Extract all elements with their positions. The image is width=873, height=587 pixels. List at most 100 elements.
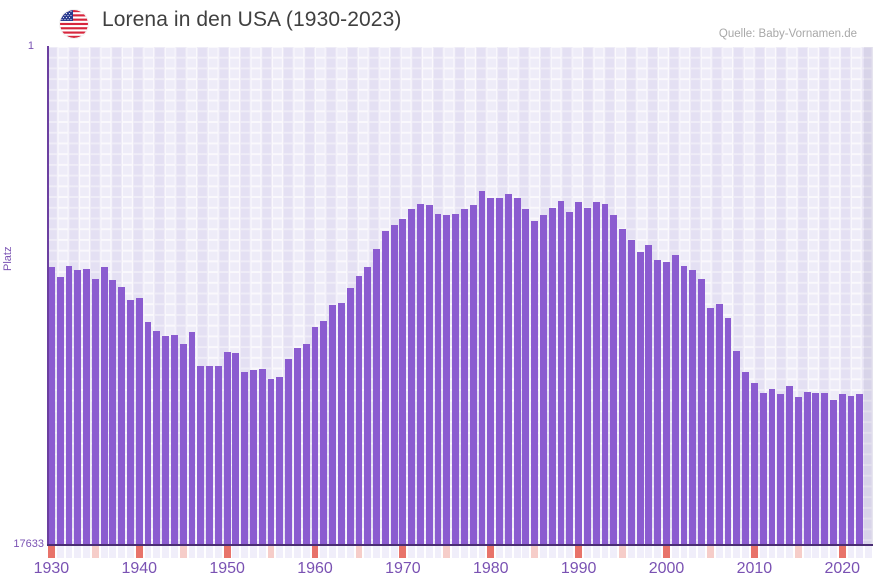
bar[interactable]: [750, 383, 758, 545]
bar[interactable]: [557, 200, 565, 545]
bar[interactable]: [206, 366, 213, 545]
x-tick-marker: [557, 546, 565, 558]
bar[interactable]: [742, 371, 749, 545]
bar[interactable]: [619, 229, 626, 545]
bar[interactable]: [399, 219, 407, 545]
bar[interactable]: [355, 275, 363, 545]
bar[interactable]: [733, 350, 741, 545]
bar[interactable]: [610, 215, 618, 545]
bar[interactable]: [337, 302, 345, 545]
bar[interactable]: [478, 191, 486, 545]
bar[interactable]: [127, 299, 134, 545]
bar[interactable]: [698, 278, 706, 545]
bar[interactable]: [645, 244, 653, 545]
bar[interactable]: [223, 352, 231, 545]
bar[interactable]: [663, 261, 670, 545]
bar[interactable]: [575, 202, 583, 545]
bar[interactable]: [821, 392, 829, 545]
bar[interactable]: [707, 308, 714, 545]
bar[interactable]: [592, 202, 600, 545]
bar[interactable]: [759, 392, 767, 545]
bar[interactable]: [812, 392, 820, 545]
bar[interactable]: [109, 280, 117, 545]
bar[interactable]: [460, 209, 468, 545]
bar[interactable]: [232, 353, 240, 545]
bar[interactable]: [373, 248, 380, 545]
bar[interactable]: [65, 265, 73, 545]
bar[interactable]: [443, 215, 451, 545]
x-tick-marker: [768, 546, 776, 558]
bar[interactable]: [548, 207, 556, 545]
bar[interactable]: [504, 193, 512, 545]
bar[interactable]: [153, 330, 161, 545]
bar[interactable]: [566, 212, 574, 545]
bar[interactable]: [715, 304, 723, 545]
bar[interactable]: [100, 267, 108, 545]
bar[interactable]: [724, 318, 732, 545]
x-tick-marker: [285, 546, 293, 558]
x-tick-marker: [742, 546, 749, 558]
bar[interactable]: [583, 207, 591, 545]
x-tick-marker: [294, 546, 301, 558]
bar[interactable]: [601, 203, 609, 545]
bar[interactable]: [250, 370, 257, 545]
bar[interactable]: [408, 209, 416, 545]
bar[interactable]: [285, 359, 293, 545]
bar[interactable]: [179, 343, 187, 545]
bar[interactable]: [320, 320, 328, 545]
bar[interactable]: [469, 205, 477, 545]
bar[interactable]: [91, 278, 99, 545]
x-tick-marker-half-decade: [531, 546, 539, 558]
bar[interactable]: [417, 203, 424, 545]
x-tick-marker: [522, 546, 530, 558]
bar[interactable]: [144, 322, 152, 545]
bar[interactable]: [276, 377, 284, 545]
bar[interactable]: [496, 198, 503, 545]
bar[interactable]: [777, 394, 785, 545]
bar[interactable]: [83, 268, 90, 545]
bar[interactable]: [346, 288, 354, 545]
bar[interactable]: [74, 270, 82, 545]
bar[interactable]: [56, 277, 64, 545]
bar[interactable]: [425, 205, 433, 545]
bar[interactable]: [452, 213, 460, 545]
bar[interactable]: [786, 385, 793, 545]
bar[interactable]: [856, 394, 864, 545]
bar[interactable]: [434, 213, 442, 545]
bar[interactable]: [197, 366, 205, 545]
bar[interactable]: [118, 287, 126, 545]
bar[interactable]: [487, 198, 495, 545]
bar[interactable]: [627, 240, 635, 545]
bar[interactable]: [540, 215, 547, 545]
bar[interactable]: [522, 209, 530, 545]
bar[interactable]: [531, 220, 539, 545]
bar[interactable]: [390, 224, 398, 545]
bar[interactable]: [680, 265, 688, 545]
bar[interactable]: [803, 391, 811, 545]
bar[interactable]: [794, 397, 802, 545]
bar[interactable]: [329, 305, 336, 545]
bar[interactable]: [311, 326, 319, 545]
bar[interactable]: [267, 378, 275, 545]
bar[interactable]: [162, 336, 170, 545]
bar[interactable]: [513, 198, 521, 545]
bar[interactable]: [689, 270, 697, 545]
bar[interactable]: [47, 267, 55, 545]
bar[interactable]: [654, 260, 662, 545]
bar[interactable]: [302, 343, 310, 545]
bar[interactable]: [364, 267, 372, 545]
bar[interactable]: [830, 400, 837, 545]
bar[interactable]: [847, 395, 855, 545]
bar[interactable]: [838, 394, 846, 545]
bar[interactable]: [188, 332, 196, 545]
bar[interactable]: [294, 347, 301, 545]
bar[interactable]: [768, 388, 776, 545]
bar[interactable]: [636, 251, 644, 545]
bar[interactable]: [258, 368, 266, 545]
bar[interactable]: [671, 254, 679, 545]
bar[interactable]: [241, 371, 249, 545]
bar[interactable]: [170, 335, 178, 545]
bar[interactable]: [135, 298, 143, 545]
bar[interactable]: [214, 366, 222, 545]
bar[interactable]: [381, 230, 389, 545]
